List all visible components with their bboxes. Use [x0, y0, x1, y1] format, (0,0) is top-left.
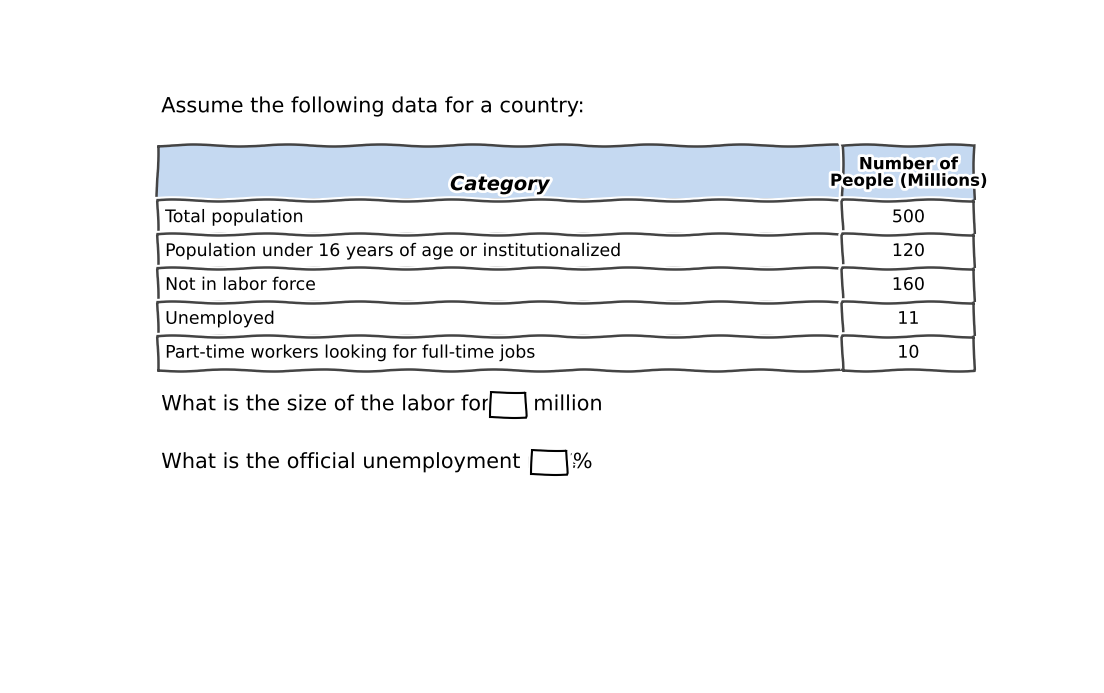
Bar [490, 392, 526, 416]
Bar [842, 268, 974, 302]
Text: Assume the following data for a country:: Assume the following data for a country: [161, 96, 585, 116]
Bar [842, 335, 974, 369]
Bar [842, 200, 974, 234]
Bar [158, 268, 842, 302]
Bar [158, 302, 842, 335]
Text: Unemployed: Unemployed [166, 310, 276, 328]
Bar [842, 234, 974, 268]
Text: Category: Category [450, 175, 550, 194]
Text: What is the size of the labor force?: What is the size of the labor force? [161, 394, 524, 414]
Text: %: % [573, 452, 593, 472]
Bar [158, 335, 842, 369]
Text: 120: 120 [892, 242, 925, 260]
Text: 160: 160 [892, 276, 925, 294]
Text: Part-time workers looking for full-time jobs: Part-time workers looking for full-time … [166, 344, 538, 362]
Text: Not in labor force: Not in labor force [166, 276, 317, 294]
Bar [158, 234, 842, 268]
Text: Number of: Number of [859, 155, 958, 173]
Text: Population under 16 years of age or institutionalized: Population under 16 years of age or inst… [166, 242, 624, 260]
Bar [842, 145, 974, 200]
Text: What is the official unemployment rate?: What is the official unemployment rate? [161, 452, 581, 472]
Text: million: million [533, 394, 603, 414]
Bar [158, 200, 842, 234]
Text: 10: 10 [898, 344, 920, 362]
Text: 11: 11 [898, 310, 920, 328]
Text: 500: 500 [892, 208, 925, 226]
Text: Total population: Total population [166, 208, 305, 226]
Text: People (Millions): People (Millions) [830, 172, 987, 190]
Bar [532, 450, 566, 474]
Bar [158, 145, 842, 200]
Bar [842, 302, 974, 335]
